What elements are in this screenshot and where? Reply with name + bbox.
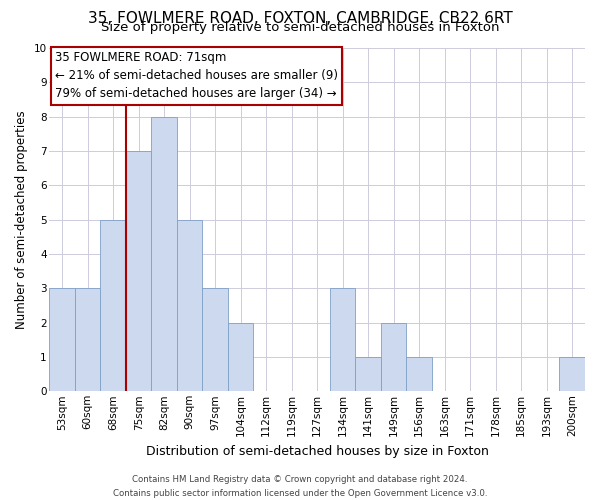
Bar (228, 322, 253, 392)
Bar (559, 357, 585, 392)
Text: 35 FOWLMERE ROAD: 71sqm
← 21% of semi-detached houses are smaller (9)
79% of sem: 35 FOWLMERE ROAD: 71sqm ← 21% of semi-de… (55, 52, 338, 100)
Bar (151, 116, 177, 392)
Bar (100, 220, 126, 392)
Bar (381, 322, 406, 392)
Y-axis label: Number of semi-detached properties: Number of semi-detached properties (15, 110, 28, 329)
Bar (202, 288, 228, 392)
Text: Contains HM Land Registry data © Crown copyright and database right 2024.
Contai: Contains HM Land Registry data © Crown c… (113, 476, 487, 498)
Text: Size of property relative to semi-detached houses in Foxton: Size of property relative to semi-detach… (101, 22, 499, 35)
Bar (355, 357, 381, 392)
X-axis label: Distribution of semi-detached houses by size in Foxton: Distribution of semi-detached houses by … (146, 444, 488, 458)
Text: 35, FOWLMERE ROAD, FOXTON, CAMBRIDGE, CB22 6RT: 35, FOWLMERE ROAD, FOXTON, CAMBRIDGE, CB… (88, 11, 512, 26)
Bar (126, 151, 151, 392)
Bar (406, 357, 432, 392)
Bar (75, 288, 100, 392)
Bar (177, 220, 202, 392)
Bar (330, 288, 355, 392)
Bar (49, 288, 75, 392)
